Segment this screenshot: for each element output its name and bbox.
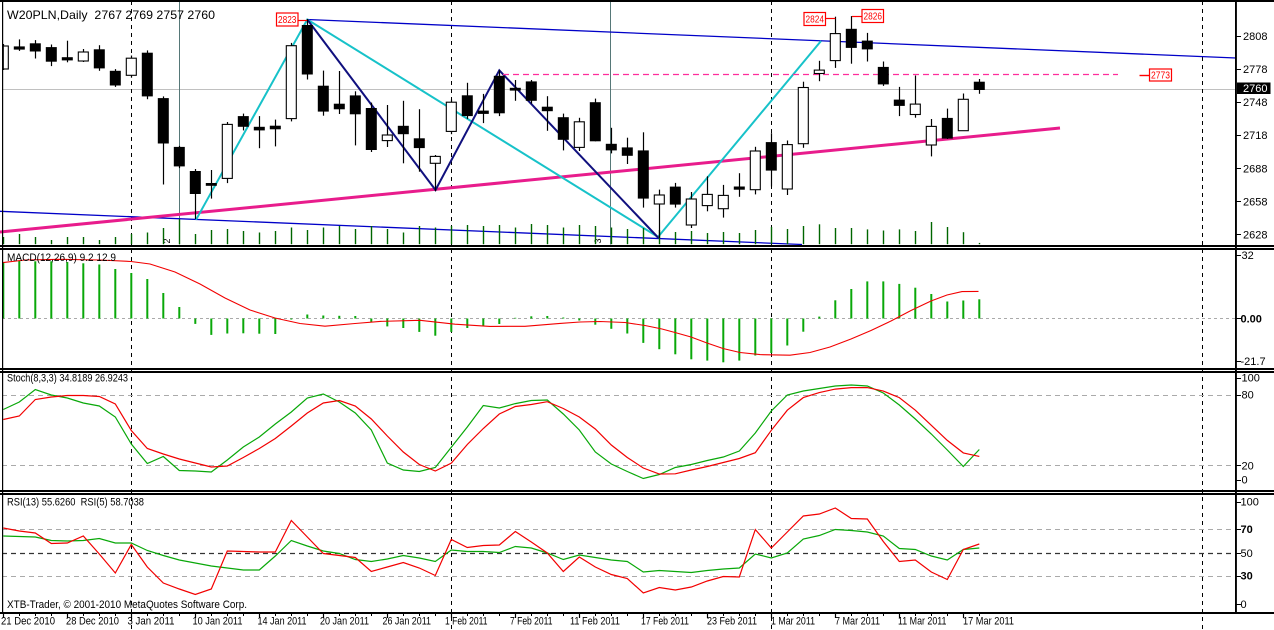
- svg-text:3 Jan 2011: 3 Jan 2011: [128, 616, 175, 628]
- svg-text:17 Mar 2011: 17 Mar 2011: [963, 616, 1014, 628]
- svg-text:0: 0: [1241, 599, 1247, 611]
- svg-text:14 Jan 2011: 14 Jan 2011: [258, 616, 307, 628]
- svg-text:26 Jan 2011: 26 Jan 2011: [383, 616, 432, 628]
- svg-text:-21.7: -21.7: [1241, 356, 1266, 368]
- svg-text:2778: 2778: [1243, 64, 1267, 76]
- svg-text:7 Feb 2011: 7 Feb 2011: [510, 616, 553, 628]
- svg-text:17 Feb 2011: 17 Feb 2011: [641, 616, 689, 628]
- svg-text:2748: 2748: [1243, 97, 1267, 109]
- svg-text:W20PLN,Daily 2767 2769 2757 2: W20PLN,Daily 2767 2769 2757 2760: [7, 8, 215, 22]
- svg-text:50: 50: [1241, 548, 1253, 560]
- svg-text:11 Feb 2011: 11 Feb 2011: [570, 616, 620, 628]
- svg-text:2760: 2760: [1243, 83, 1267, 95]
- svg-text:2808: 2808: [1243, 31, 1267, 43]
- svg-text:80: 80: [1242, 390, 1254, 402]
- svg-text:100: 100: [1242, 373, 1260, 385]
- svg-text:11 Mar 2011: 11 Mar 2011: [898, 616, 947, 628]
- svg-text:2718: 2718: [1243, 130, 1267, 142]
- svg-text:1 Mar 2011: 1 Mar 2011: [771, 616, 815, 628]
- svg-text:0.00: 0.00: [1241, 314, 1262, 326]
- svg-text:2826: 2826: [864, 12, 883, 23]
- svg-text:Stoch(8,3,3) 34.8189 26.9243: Stoch(8,3,3) 34.8189 26.9243: [7, 373, 128, 385]
- svg-text:2773: 2773: [1151, 71, 1170, 82]
- svg-text:1 Feb 2011: 1 Feb 2011: [445, 616, 488, 628]
- svg-text:20: 20: [1242, 460, 1254, 472]
- svg-text:XTB-Trader, © 2001-2010 MetaQu: XTB-Trader, © 2001-2010 MetaQuotes Softw…: [7, 599, 247, 611]
- svg-text:7 Mar 2011: 7 Mar 2011: [835, 616, 880, 628]
- svg-text:10 Jan 2011: 10 Jan 2011: [193, 616, 243, 628]
- svg-text:21 Dec 2010: 21 Dec 2010: [1, 616, 55, 628]
- svg-text:28 Dec 2010: 28 Dec 2010: [66, 616, 119, 628]
- svg-text:2688: 2688: [1243, 163, 1267, 175]
- svg-text:MACD(12,26,9) 9.2 12.9: MACD(12,26,9) 9.2 12.9: [7, 252, 116, 264]
- svg-text:30: 30: [1241, 571, 1253, 583]
- svg-text:0: 0: [1242, 475, 1248, 487]
- svg-text:2658: 2658: [1243, 196, 1267, 208]
- svg-text:2: 2: [162, 238, 172, 243]
- svg-text:100: 100: [1241, 497, 1259, 509]
- svg-text:2628: 2628: [1243, 230, 1267, 242]
- svg-text:RSI(13) 55.6260 RSI(5) 58.703: RSI(13) 55.6260 RSI(5) 58.7038: [7, 497, 144, 509]
- svg-text:32: 32: [1242, 250, 1254, 262]
- svg-text:70: 70: [1241, 524, 1253, 536]
- svg-text:2824: 2824: [806, 15, 825, 26]
- svg-text:3: 3: [593, 238, 603, 243]
- svg-text:20 Jan 2011: 20 Jan 2011: [320, 616, 369, 628]
- svg-text:2823: 2823: [278, 15, 297, 26]
- svg-text:23 Feb 2011: 23 Feb 2011: [707, 616, 757, 628]
